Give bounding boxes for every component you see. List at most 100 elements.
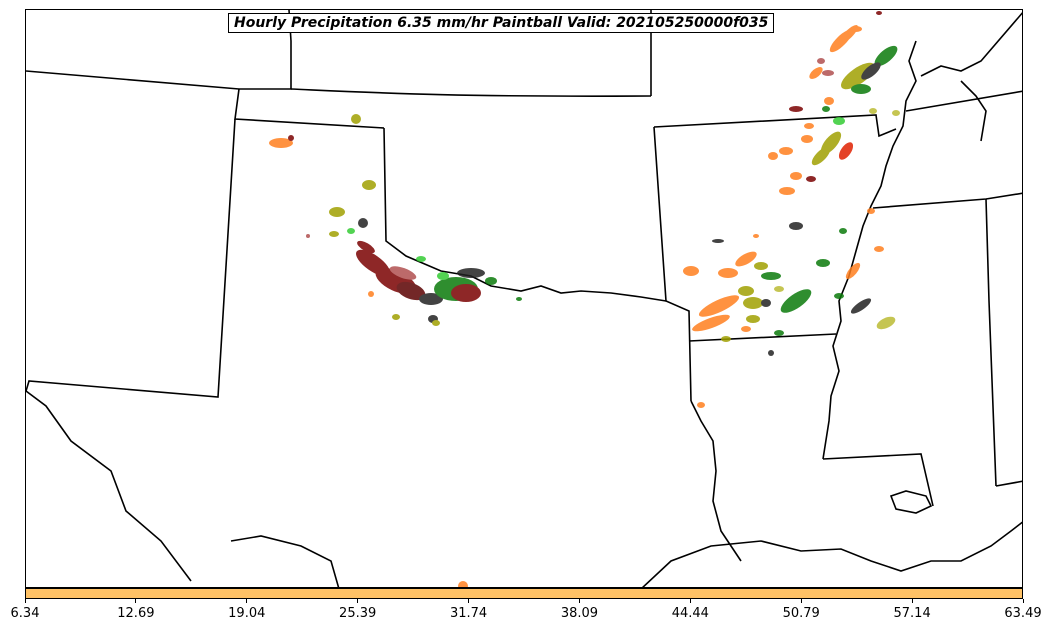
paintball <box>738 286 754 296</box>
paintball <box>329 231 339 237</box>
border-ks-north <box>290 88 652 97</box>
paintball <box>834 293 844 299</box>
paintball <box>809 67 823 79</box>
paintball <box>721 336 731 342</box>
paintball <box>516 297 522 301</box>
paintball <box>822 106 830 112</box>
paintball <box>743 297 763 309</box>
paintball <box>774 286 784 292</box>
paintball <box>779 187 795 195</box>
colorbar-tick-label: 44.44 <box>671 606 709 621</box>
lake <box>889 490 933 514</box>
border-ar-la <box>688 333 837 342</box>
paintball <box>876 316 896 330</box>
paintball <box>850 26 862 32</box>
paintball <box>697 402 705 408</box>
paintball <box>416 256 426 262</box>
paintball <box>811 146 831 166</box>
paintball <box>822 70 834 76</box>
border-tx-la <box>690 400 742 562</box>
border-ky-tn <box>905 90 1022 112</box>
paintball <box>753 234 759 238</box>
colorbar-tick-label: 57.14 <box>893 606 931 621</box>
paintball <box>850 298 872 314</box>
border-tx-mexico <box>26 390 192 582</box>
colorbar-tick-label: 25.39 <box>339 606 377 621</box>
paintball <box>437 272 449 280</box>
paintball <box>396 281 426 301</box>
map-canvas <box>26 10 1022 587</box>
paintball <box>306 234 310 238</box>
mississippi-river <box>822 40 917 460</box>
colorbar-tick-label: 31.74 <box>449 606 488 621</box>
paintball <box>833 117 845 125</box>
paintball <box>389 266 417 280</box>
colorbar-tick <box>911 599 913 603</box>
colorbar-tick-label: 50.79 <box>782 606 820 621</box>
precip-paintballs <box>269 11 900 587</box>
colorbar-tick <box>468 599 470 603</box>
colorbar-tick <box>1022 599 1024 603</box>
paintball <box>357 240 375 254</box>
paintball <box>806 176 816 182</box>
colorbar-tick-label: 38.09 <box>560 606 599 621</box>
colorbar-tick <box>800 599 802 603</box>
paintball <box>845 262 861 280</box>
colorbar-tick-label: 63.49 <box>1004 606 1042 621</box>
paintball <box>851 84 871 94</box>
mi-border <box>960 80 987 142</box>
paintball <box>432 320 440 326</box>
border-al-ga <box>985 198 997 487</box>
paintball <box>362 180 376 190</box>
paintball <box>761 299 771 307</box>
paintball <box>801 135 813 143</box>
paintball <box>683 266 699 276</box>
paintball <box>718 268 738 278</box>
border-nm-tx <box>26 118 236 398</box>
la-coast <box>641 521 1022 587</box>
paintball <box>329 207 345 217</box>
border-il-in <box>920 12 1022 77</box>
paintball <box>698 295 740 317</box>
paintball <box>288 135 294 141</box>
paintball <box>774 330 784 336</box>
paintball <box>824 97 834 105</box>
paintball <box>358 218 368 228</box>
ga-fl <box>995 480 1022 487</box>
colorbar-tick <box>357 599 359 603</box>
paintball <box>269 138 293 148</box>
paintball <box>485 277 497 285</box>
paintball <box>867 208 875 214</box>
paintball <box>754 262 768 270</box>
paintball <box>392 314 400 320</box>
gulf-coast <box>230 535 340 587</box>
paintball <box>816 259 830 267</box>
paintball <box>817 58 825 64</box>
paintball <box>804 123 814 129</box>
border-ms-la <box>822 453 934 507</box>
paintball <box>368 291 374 297</box>
state-borders <box>26 10 1022 587</box>
paintball <box>876 11 882 15</box>
colorbar-tick-label: 6.34 <box>10 606 40 621</box>
paintball <box>457 268 485 278</box>
paintball <box>874 246 884 252</box>
paintball <box>789 106 803 112</box>
paintball <box>790 172 802 180</box>
colorbar-tick <box>135 599 137 603</box>
paintball <box>768 152 778 160</box>
colorbar-tick-label: 12.69 <box>117 606 155 621</box>
paintball <box>789 222 803 230</box>
paintball <box>735 251 757 267</box>
border-ok-ar <box>653 126 692 402</box>
border-nm-co <box>234 88 385 129</box>
paintball <box>839 228 847 234</box>
paintball <box>869 108 877 114</box>
colorbar-tick <box>24 599 26 603</box>
paintball <box>861 62 881 80</box>
paintball <box>692 314 730 332</box>
paintball <box>746 315 760 323</box>
paintball <box>761 272 781 280</box>
colorbar-tick-label: 19.04 <box>228 606 266 621</box>
paintball <box>768 350 774 356</box>
